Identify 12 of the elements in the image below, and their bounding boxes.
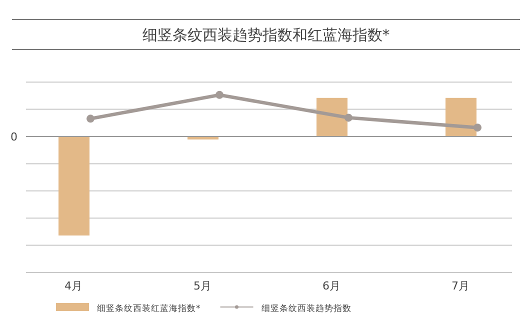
x-tick-label: 4月	[64, 280, 82, 292]
legend-label: 细竖条纹西装红蓝海指数*	[97, 303, 200, 314]
x-tick-label: 7月	[452, 280, 470, 292]
legend-label: 细竖条纹西装趋势指数	[261, 303, 352, 314]
point	[474, 124, 482, 132]
point	[344, 114, 352, 122]
x-tick-label: 6月	[322, 280, 340, 292]
x-tick-label: 5月	[194, 280, 212, 292]
text: 0	[10, 130, 18, 144]
point	[86, 114, 94, 123]
point	[216, 90, 224, 99]
chart-title: 细竖条纹西装趋势指数和红蓝海指数*	[142, 26, 390, 44]
